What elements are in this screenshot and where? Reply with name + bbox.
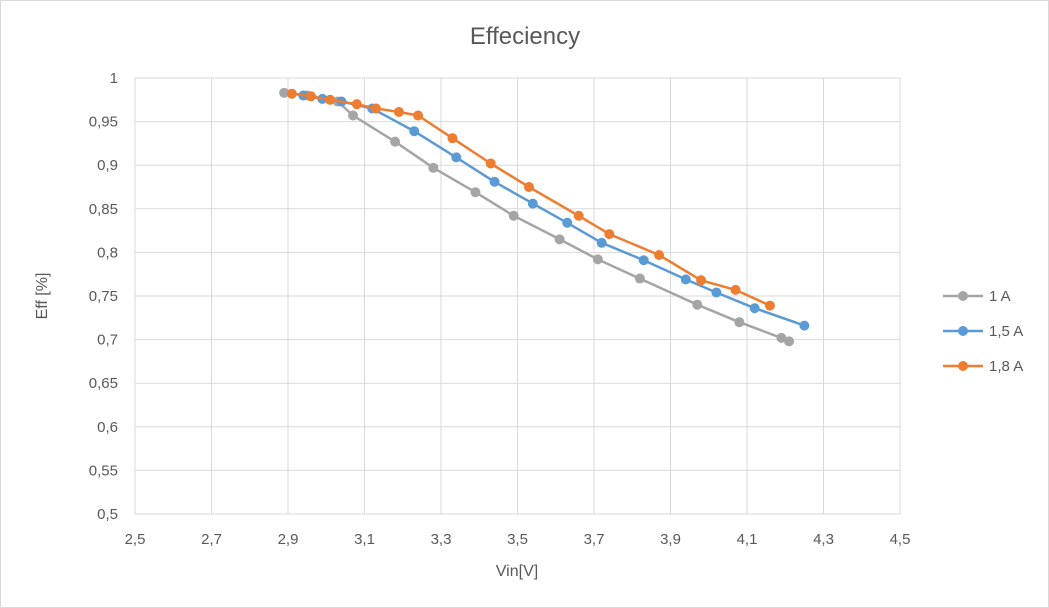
series-3: [286, 88, 775, 311]
y-tick-label: 0,9: [97, 157, 118, 174]
data-point: [413, 110, 424, 121]
data-point: [596, 237, 607, 248]
data-point: [799, 320, 810, 331]
gridlines: [134, 77, 901, 515]
legend: 1 A 1,5 A 1,8 A: [943, 288, 1023, 375]
data-point: [279, 87, 290, 98]
data-point: [527, 198, 538, 209]
legend-marker: [958, 291, 968, 301]
data-point: [654, 250, 665, 261]
chart-title: Effeciency: [470, 23, 580, 50]
data-point: [370, 103, 381, 114]
series-line: [291, 92, 771, 307]
y-tick-label: 0,65: [89, 375, 118, 392]
y-tick-label: 0,8: [97, 244, 118, 261]
data-point: [393, 107, 404, 118]
x-tick-label: 3,1: [354, 531, 375, 548]
y-tick-label: 0,85: [89, 201, 118, 218]
x-tick-label: 2,7: [201, 531, 222, 548]
x-tick-label: 3,5: [507, 531, 528, 548]
data-point: [348, 110, 359, 121]
legend-marker: [958, 326, 968, 336]
series-1: [279, 87, 795, 347]
x-tick-label: 2,5: [125, 531, 146, 548]
data-point: [409, 126, 420, 137]
data-point: [286, 88, 297, 99]
series-2: [298, 90, 810, 331]
series-line: [284, 91, 790, 343]
legend-label: 1,8 A: [989, 358, 1023, 375]
legend-item: 1,8 A: [943, 358, 1023, 375]
legend-label: 1,5 A: [989, 323, 1023, 340]
data-point: [749, 303, 760, 314]
data-point: [680, 274, 691, 285]
y-tick-labels: 0,5 0,55 0,6 0,65 0,7 0,75 0,8 0,85 0,9 0,95 1: [89, 70, 118, 523]
data-point: [562, 217, 573, 228]
data-point: [390, 136, 401, 147]
data-point: [489, 176, 500, 187]
data-point: [711, 287, 722, 298]
data-point: [351, 99, 362, 110]
x-axis-title: Vin[V]: [496, 563, 538, 580]
data-point: [692, 299, 703, 310]
data-point: [428, 162, 439, 173]
data-point: [485, 158, 496, 169]
legend-item: 1,5 A: [943, 323, 1023, 340]
y-tick-label: 0,55: [89, 462, 118, 479]
x-tick-label: 4,3: [813, 531, 834, 548]
data-point: [305, 91, 316, 102]
data-point: [447, 133, 458, 144]
data-point: [592, 254, 603, 265]
legend-marker: [958, 361, 968, 371]
x-tick-label: 3,9: [660, 531, 681, 548]
x-tick-label: 4,5: [890, 531, 911, 548]
x-tick-label: 2,9: [278, 531, 299, 548]
series-group: [279, 87, 810, 347]
y-tick-label: 0,95: [89, 114, 118, 131]
data-point: [730, 284, 741, 295]
data-point: [734, 317, 745, 328]
legend-label: 1 A: [989, 288, 1011, 305]
data-point: [696, 275, 707, 286]
data-point: [470, 187, 481, 198]
data-point: [451, 152, 462, 163]
y-tick-label: 0,6: [97, 419, 118, 436]
y-tick-label: 0,5: [97, 506, 118, 523]
data-point: [554, 234, 565, 245]
data-point: [523, 182, 534, 192]
data-point: [784, 336, 795, 347]
data-point: [638, 255, 649, 266]
legend-item: 1 A: [943, 288, 1011, 305]
x-tick-label: 4,1: [737, 531, 758, 548]
data-point: [573, 210, 584, 221]
x-tick-labels: 2,5 2,7 2,9 3,1 3,3 3,5 3,7 3,9 4,1 4,3 4,5: [125, 531, 911, 548]
y-tick-label: 0,7: [97, 332, 118, 349]
data-point: [508, 210, 519, 221]
data-point: [634, 273, 645, 284]
y-axis-title: Eff [%]: [34, 273, 51, 320]
data-point: [764, 300, 775, 311]
y-tick-label: 0,75: [89, 288, 118, 305]
data-point: [325, 94, 336, 105]
data-point: [776, 332, 787, 343]
x-tick-label: 3,3: [431, 531, 452, 548]
y-tick-label: 1: [110, 70, 118, 87]
data-point: [604, 229, 615, 240]
x-tick-label: 3,7: [584, 531, 605, 548]
